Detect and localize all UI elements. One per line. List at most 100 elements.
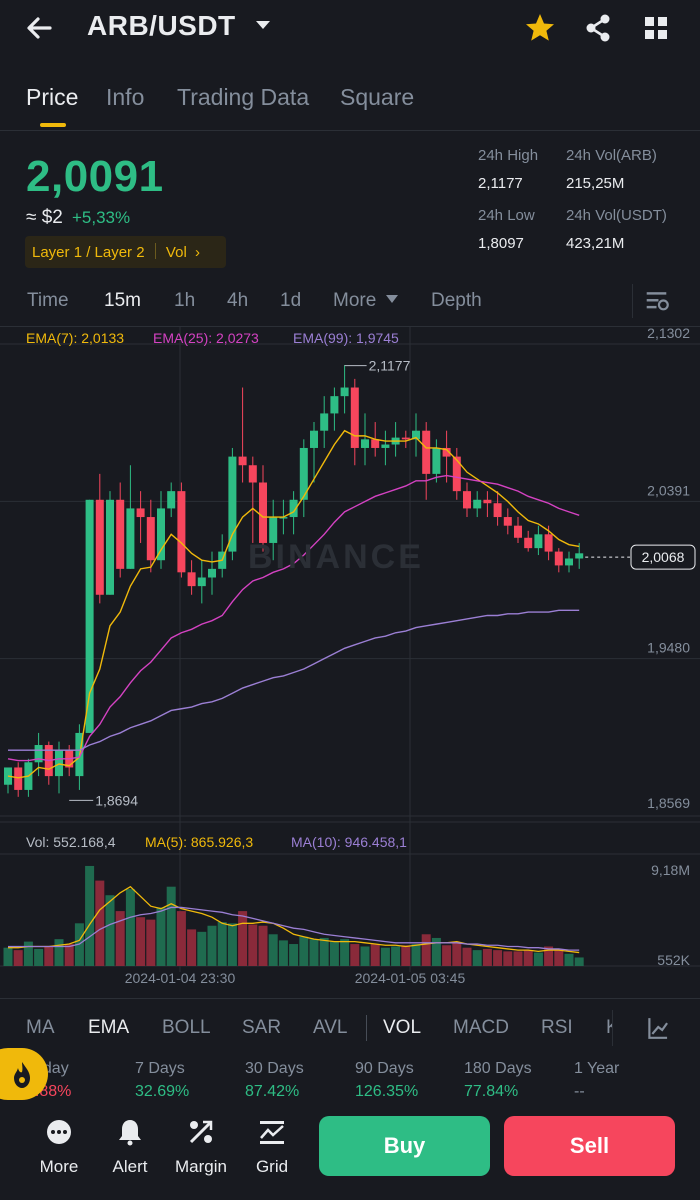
candle-body	[422, 430, 431, 474]
timeframe-more-label: More	[333, 290, 377, 311]
volume-ma10-line	[8, 906, 580, 951]
usd-price: ≈ $2	[26, 207, 63, 228]
ema7-line	[7, 429, 580, 779]
volume-bar	[248, 924, 258, 966]
margin-button[interactable]: Margin	[166, 1116, 236, 1180]
perf-value-30d: 87.42%	[245, 1083, 300, 1100]
share-icon[interactable]	[580, 10, 616, 46]
margin-label: Margin	[175, 1157, 227, 1176]
sell-button[interactable]: Sell	[504, 1116, 675, 1176]
candle-body	[14, 767, 23, 790]
volume-tick-label: 552K	[657, 952, 690, 968]
buy-button[interactable]: Buy	[319, 1116, 490, 1176]
candle-body	[350, 387, 359, 448]
more-button[interactable]: More	[24, 1116, 94, 1180]
timeframe-15m[interactable]: 15m	[104, 290, 141, 311]
perf-label-180d: 180 Days	[464, 1060, 532, 1077]
back-arrow-icon[interactable]	[20, 10, 60, 46]
perf-value-90d: 126.35%	[355, 1083, 419, 1100]
volume-bar	[391, 946, 401, 966]
vol-ma10-legend: MA(10): 946.458,1	[291, 834, 407, 850]
divider	[0, 130, 700, 131]
alert-button[interactable]: Alert	[95, 1116, 165, 1180]
timeframe-1h[interactable]: 1h	[174, 290, 196, 311]
tab-square[interactable]: Square	[340, 84, 415, 110]
indicator-ma[interactable]: MA	[26, 1017, 55, 1038]
volume-bar	[442, 945, 452, 966]
star-icon[interactable]	[522, 10, 558, 46]
volume-bar	[299, 936, 309, 966]
chart-settings-icon[interactable]	[632, 284, 680, 318]
tab-info[interactable]: Info	[106, 84, 145, 110]
timeframe-1d[interactable]: 1d	[280, 290, 302, 311]
perf-label-1y: 1 Year	[574, 1060, 620, 1077]
divider	[0, 998, 700, 999]
active-tab-indicator	[40, 123, 66, 127]
volume-bar	[574, 957, 584, 966]
ema25-line	[7, 474, 580, 762]
vol-ma5-legend: MA(5): 865.926,3	[145, 834, 254, 850]
volume-bar	[472, 950, 482, 966]
candle-body	[401, 437, 410, 440]
indicator-rsi[interactable]: RSI	[541, 1017, 573, 1038]
volume-bar	[350, 944, 360, 966]
current-price-tag-label: 2,0068	[642, 549, 685, 565]
timeframe-4h[interactable]: 4h	[227, 290, 249, 311]
candle-body	[289, 499, 298, 518]
candle-body	[565, 558, 573, 566]
floating-fire-button[interactable]	[0, 1048, 48, 1100]
caret-down-icon[interactable]	[254, 18, 272, 32]
volume-bar	[227, 923, 237, 966]
volume-bar	[370, 944, 380, 966]
indicator-ema[interactable]: EMA	[88, 1017, 130, 1038]
candle-body	[95, 499, 104, 595]
y-axis-tick-label: 2,0391	[647, 482, 690, 498]
grid-button[interactable]: Grid	[237, 1116, 307, 1180]
grid-icon[interactable]	[638, 10, 674, 46]
indicator-vol[interactable]: VOL	[383, 1017, 422, 1038]
volume-bar	[380, 947, 390, 966]
y-axis-tick-label: 1,9480	[647, 640, 690, 656]
stat-label-24h-low: 24h Low	[478, 207, 535, 224]
candle-body	[157, 508, 165, 561]
indicator-k[interactable]: K	[606, 1017, 612, 1039]
volume-bar	[23, 941, 33, 966]
volume-bar	[44, 946, 54, 966]
volume-bar	[13, 950, 23, 966]
stat-label-24h-high: 24h High	[478, 147, 539, 164]
candle-body	[340, 387, 349, 397]
volume-bar	[85, 865, 95, 966]
timeframe-depth[interactable]: Depth	[431, 290, 482, 311]
timeframe-time[interactable]: Time	[27, 290, 69, 311]
indicator-boll[interactable]: BOLL	[162, 1017, 211, 1038]
y-axis-tick-label: 2,1302	[647, 326, 690, 341]
volume-bar	[452, 942, 462, 966]
candle-body	[269, 517, 278, 543]
candle-body	[259, 482, 267, 543]
volume-bar	[115, 911, 125, 966]
volume-bar	[329, 941, 339, 966]
tab-trading-data[interactable]: Trading Data	[177, 84, 310, 110]
current-price-tag	[630, 544, 696, 570]
candle-body	[452, 456, 461, 492]
volume-bar	[125, 889, 135, 966]
candlestick-chart[interactable]: 2,1302 2,0391 1,9480 1,8569 2,1177 1,8694 2,00…	[0, 326, 700, 998]
candle-body	[310, 430, 318, 448]
indicator-macd[interactable]: MACD	[453, 1017, 509, 1038]
indicator-avl[interactable]: AVL	[313, 1017, 348, 1038]
pair-title[interactable]: ARB/USDT	[87, 10, 236, 41]
candle-body	[320, 413, 329, 431]
volume-bar	[360, 946, 370, 966]
candle-body	[524, 537, 533, 549]
chart-expand-icon[interactable]	[612, 1010, 672, 1046]
perf-label-7d: 7 Days	[135, 1060, 185, 1077]
tab-price[interactable]: Price	[26, 84, 79, 110]
indicator-sar[interactable]: SAR	[242, 1017, 282, 1038]
candle-body	[146, 517, 155, 561]
candle-body	[55, 750, 63, 777]
candle-body	[248, 465, 257, 483]
timeframe-more[interactable]: More	[333, 290, 399, 312]
volume-bar	[187, 929, 197, 966]
category-tag[interactable]: Layer 1 / Layer 2 Vol ›	[25, 236, 226, 268]
candle-body	[412, 430, 420, 440]
